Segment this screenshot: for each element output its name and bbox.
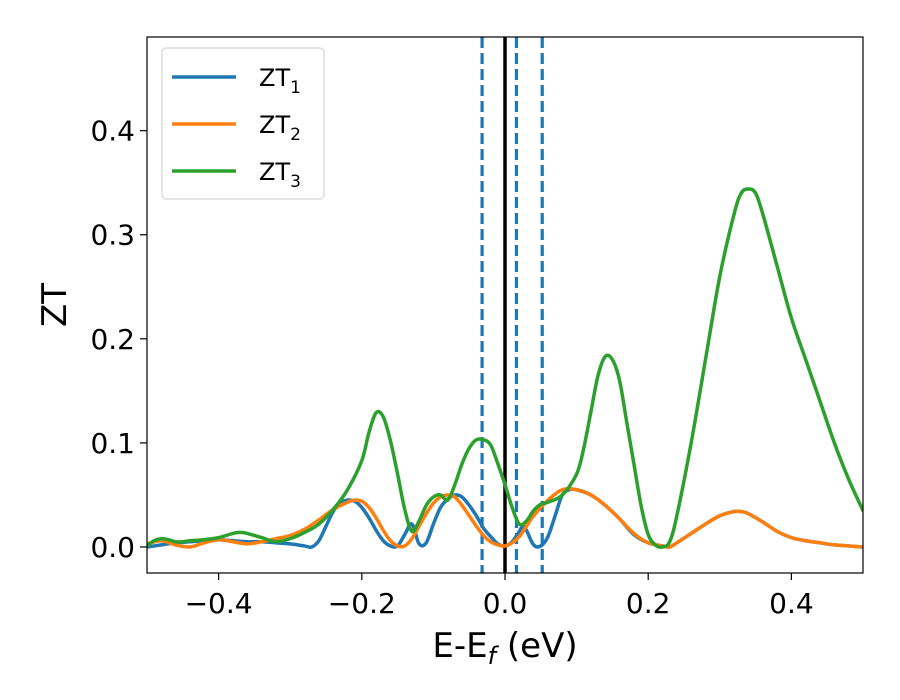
y-tick-label: 0.1: [90, 427, 135, 460]
y-tick-label: 0.3: [90, 219, 135, 252]
legend: ZT1 ZT2 ZT3: [161, 47, 325, 200]
x-tick-label: −0.2: [328, 587, 396, 620]
y-tick-label: 0.2: [90, 323, 135, 356]
series-line-zt3: [147, 187, 863, 549]
x-axis-label: E-Ef (eV): [432, 626, 577, 670]
legend-entry-zt1: ZT1: [259, 64, 301, 98]
x-tick-label: 0.4: [769, 587, 814, 620]
reference-lines: [480, 37, 544, 573]
x-axis-ticks: −0.4 −0.2 0.0 0.2 0.4: [185, 573, 814, 620]
legend-entry-zt2: ZT2: [259, 111, 301, 145]
x-tick-label: 0.2: [626, 587, 671, 620]
series-line-zt2: [147, 486, 863, 549]
y-tick-label: 0.4: [90, 115, 135, 148]
legend-box: [161, 47, 325, 200]
x-tick-label: −0.4: [185, 587, 253, 620]
y-axis-label: ZT: [35, 283, 75, 327]
y-axis-ticks: 0.0 0.1 0.2 0.3 0.4: [90, 115, 147, 564]
legend-entry-zt3: ZT3: [259, 158, 301, 192]
y-tick-label: 0.0: [90, 531, 135, 564]
series-layer: [147, 187, 863, 550]
x-tick-label: 0.0: [483, 587, 528, 620]
